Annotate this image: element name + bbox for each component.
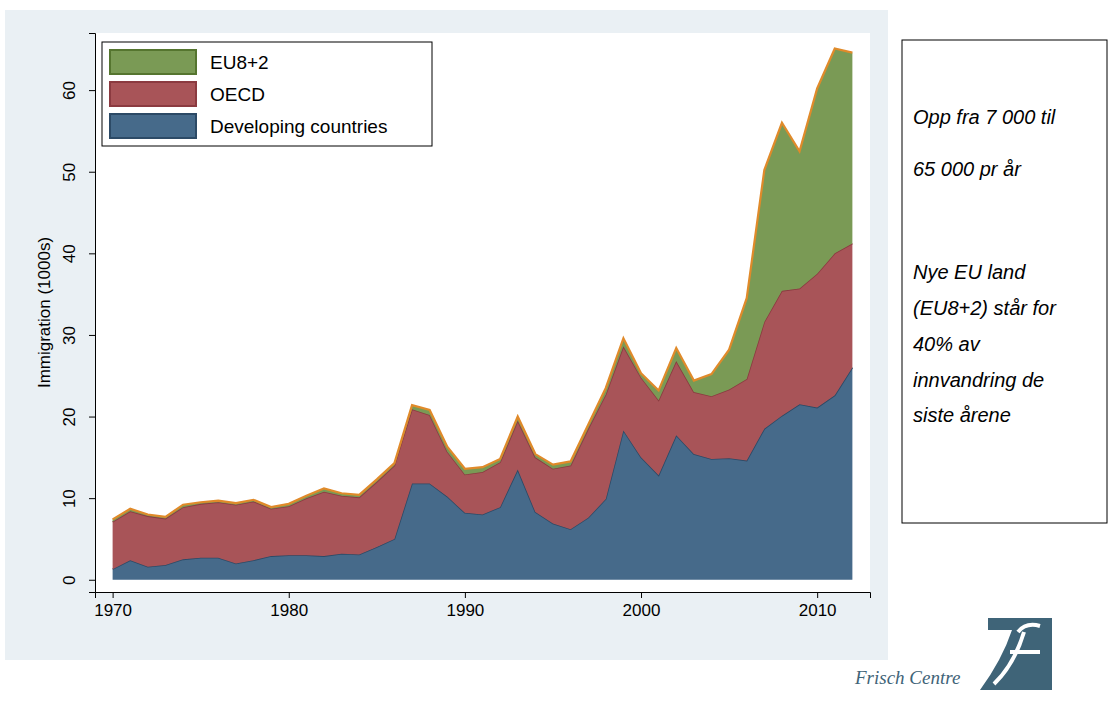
logo-letter xyxy=(994,625,1040,684)
y-axis: 0 10 20 30 40 50 60 xyxy=(60,34,96,593)
legend-swatch xyxy=(110,114,196,138)
area-series xyxy=(113,244,853,570)
x-tick-label: 2010 xyxy=(799,601,837,620)
y-tick-label: 50 xyxy=(60,163,79,182)
logo: Frisch Centre xyxy=(854,618,1052,690)
x-tick-mark xyxy=(641,592,642,598)
y-tick-label: 40 xyxy=(60,244,79,263)
x-tick-mark xyxy=(113,592,114,598)
legend-label: OECD xyxy=(210,84,265,105)
y-tick-mark xyxy=(89,417,95,418)
y-tick-label: 60 xyxy=(60,81,79,100)
x-tick-label: 1980 xyxy=(270,601,308,620)
annotation-frame xyxy=(902,40,1107,523)
x-tick-mark xyxy=(817,592,818,598)
y-tick: 10 xyxy=(60,489,95,508)
y-tick: 30 xyxy=(60,326,95,345)
legend-item: Developing countries xyxy=(110,114,387,138)
legend-frame xyxy=(102,42,432,146)
x-tick-label: 1990 xyxy=(446,601,484,620)
plot-background xyxy=(95,33,870,592)
annotation-text: innvandring de xyxy=(913,369,1044,391)
x-tick-label: 2000 xyxy=(623,601,661,620)
legend: EU8+2 OECD Developing countries xyxy=(102,42,432,146)
y-tick-label: 10 xyxy=(60,489,79,508)
logo-shape xyxy=(980,618,1052,690)
y-tick: 60 xyxy=(60,81,95,100)
x-tick-mark xyxy=(289,592,290,598)
plot-area xyxy=(113,49,853,580)
source-text: Frisch Centre xyxy=(854,667,960,688)
annotation-text: Nye EU land xyxy=(913,261,1026,283)
y-tick-mark xyxy=(89,172,95,173)
y-axis-title: Immigration (1000s) xyxy=(35,237,54,388)
x-axis-line xyxy=(96,593,871,599)
y-tick-mark xyxy=(89,335,95,336)
area-outline xyxy=(113,49,853,520)
x-tick: 1990 xyxy=(446,592,484,620)
x-tick-mark xyxy=(465,592,466,598)
y-tick: 20 xyxy=(60,408,95,427)
annotation-text: siste årene xyxy=(913,404,1011,426)
legend-item: OECD xyxy=(110,82,265,106)
annotation-text: 40% av xyxy=(913,333,981,355)
y-tick-mark xyxy=(89,90,95,91)
y-tick-mark xyxy=(89,580,95,581)
area-series xyxy=(113,49,853,522)
legend-swatch xyxy=(110,82,196,106)
x-tick: 1970 xyxy=(94,592,132,620)
x-tick: 2010 xyxy=(799,592,837,620)
annotation-text: 65 000 pr år xyxy=(913,158,1022,180)
y-axis-line xyxy=(89,34,96,593)
x-tick: 2000 xyxy=(623,592,661,620)
legend-label: EU8+2 xyxy=(210,52,269,73)
annotation-text: Opp fra 7 000 til xyxy=(913,106,1056,128)
x-axis: 1970 1980 1990 2000 2010 xyxy=(94,592,870,620)
y-tick: 50 xyxy=(60,163,95,182)
y-tick-label: 0 xyxy=(60,576,79,585)
y-tick-label: 20 xyxy=(60,408,79,427)
x-tick-label: 1970 xyxy=(94,601,132,620)
chart-root: 1970 1980 1990 2000 2010 0 10 20 30 40 50 60 Immigra… xyxy=(0,0,1112,710)
legend-swatch xyxy=(110,50,196,74)
y-tick-mark xyxy=(89,498,95,499)
chart-background xyxy=(5,10,888,660)
y-tick: 40 xyxy=(60,244,95,263)
y-tick-label: 30 xyxy=(60,326,79,345)
legend-label: Developing countries xyxy=(210,116,387,137)
legend-item: EU8+2 xyxy=(110,50,269,74)
area-outline xyxy=(113,244,853,522)
annotation-text: (EU8+2) står for xyxy=(913,297,1057,319)
x-tick: 1980 xyxy=(270,592,308,620)
y-tick-mark xyxy=(89,253,95,254)
annotation-box: Opp fra 7 000 til 65 000 pr år Nye EU land… xyxy=(902,40,1107,523)
y-tick: 0 xyxy=(60,576,95,585)
